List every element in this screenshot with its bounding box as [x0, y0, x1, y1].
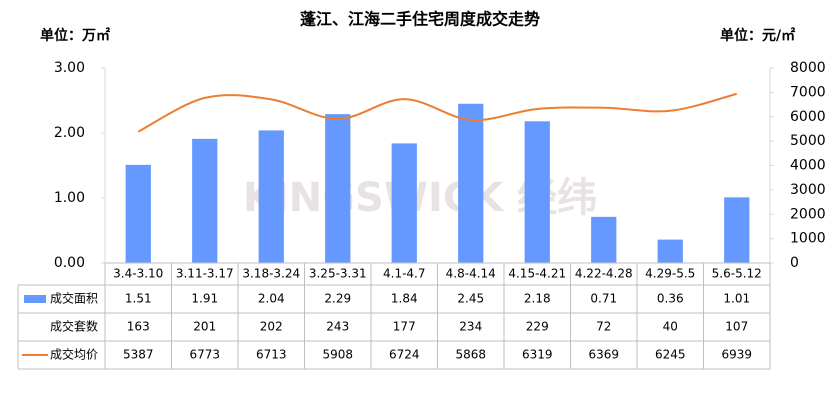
x-tick-label: 3.4-3.10: [113, 267, 163, 281]
table-cell: 0.36: [657, 292, 684, 306]
y2-tick-label: 2000: [790, 206, 826, 222]
legend-label: 成交套数: [50, 319, 98, 334]
table-cell: 2.45: [457, 292, 484, 306]
table-cell: 243: [326, 320, 349, 334]
table-cell: 5387: [123, 348, 154, 362]
table-cell: 1.51: [125, 292, 152, 306]
table-cell: 234: [459, 320, 482, 334]
bar: [192, 138, 218, 263]
table-cell: 177: [393, 320, 416, 334]
x-tick-label: 3.18-3.24: [242, 267, 300, 281]
line: [137, 92, 737, 133]
x-tick-label: 4.29-5.5: [645, 267, 695, 281]
y-tick-label: 3.00: [54, 60, 85, 76]
table-cell: 6724: [389, 348, 420, 362]
y2-tick-label: 0: [790, 255, 799, 271]
bar: [325, 114, 351, 264]
y2-tick-label: 3000: [790, 182, 826, 198]
table-cell: 2.04: [258, 292, 285, 306]
y2-tick-label: 5000: [790, 133, 826, 149]
bar: [258, 130, 284, 263]
bar: [591, 216, 617, 263]
table-cell: 163: [127, 320, 150, 334]
x-tick-label: 4.1-4.7: [383, 267, 426, 281]
table-cell: 229: [526, 320, 549, 334]
table-cell: 6369: [588, 348, 619, 362]
table-cell: 2.18: [524, 292, 551, 306]
y2-axis-label: 单位：元/㎡: [720, 27, 795, 44]
chart-title: 蓬江、江海二手住宅周度成交走势: [300, 10, 540, 29]
table-cell: 0.71: [590, 292, 617, 306]
x-tick-label: 3.11-3.17: [176, 267, 234, 281]
table-cell: 6245: [655, 348, 686, 362]
table-cell: 6319: [522, 348, 553, 362]
table-cell: 5908: [322, 348, 353, 362]
x-tick-label: 4.15-4.21: [508, 267, 566, 281]
bar: [391, 143, 417, 263]
table-cell: 202: [260, 320, 283, 334]
table-cell: 2.29: [324, 292, 351, 306]
y-axis-label: 单位：万㎡: [40, 27, 110, 44]
y-tick-label: 0.00: [54, 255, 85, 271]
table-cell: 1.84: [391, 292, 418, 306]
legend-swatch: [24, 295, 46, 303]
y-tick-label: 1.00: [54, 190, 85, 206]
table-cell: 6773: [189, 348, 220, 362]
table-cell: 72: [596, 320, 611, 334]
bar: [524, 121, 550, 263]
y2-tick-label: 7000: [790, 84, 826, 100]
x-tick-label: 3.25-3.31: [309, 267, 367, 281]
table-cell: 40: [663, 320, 678, 334]
bar: [724, 197, 750, 263]
y2-tick-label: 1000: [790, 231, 826, 247]
table-cell: 201: [193, 320, 216, 334]
x-tick-label: 4.22-4.28: [575, 267, 633, 281]
bar: [125, 164, 151, 263]
x-tick-label: 5.6-5.12: [712, 267, 762, 281]
y-tick-label: 2.00: [54, 125, 85, 141]
table-cell: 5868: [455, 348, 486, 362]
table-cell: 6939: [721, 348, 752, 362]
legend-label: 成交面积: [50, 291, 98, 306]
y2-tick-label: 8000: [790, 60, 826, 76]
table-cell: 1.01: [723, 292, 750, 306]
table-cell: 6713: [256, 348, 287, 362]
bar: [657, 239, 683, 263]
table-cell: 107: [725, 320, 748, 334]
table-cell: 1.91: [191, 292, 218, 306]
bar: [458, 103, 484, 263]
y2-tick-label: 6000: [790, 109, 826, 125]
x-tick-label: 4.8-4.14: [446, 267, 496, 281]
y2-tick-label: 4000: [790, 158, 826, 174]
legend-label: 成交均价: [50, 347, 98, 362]
